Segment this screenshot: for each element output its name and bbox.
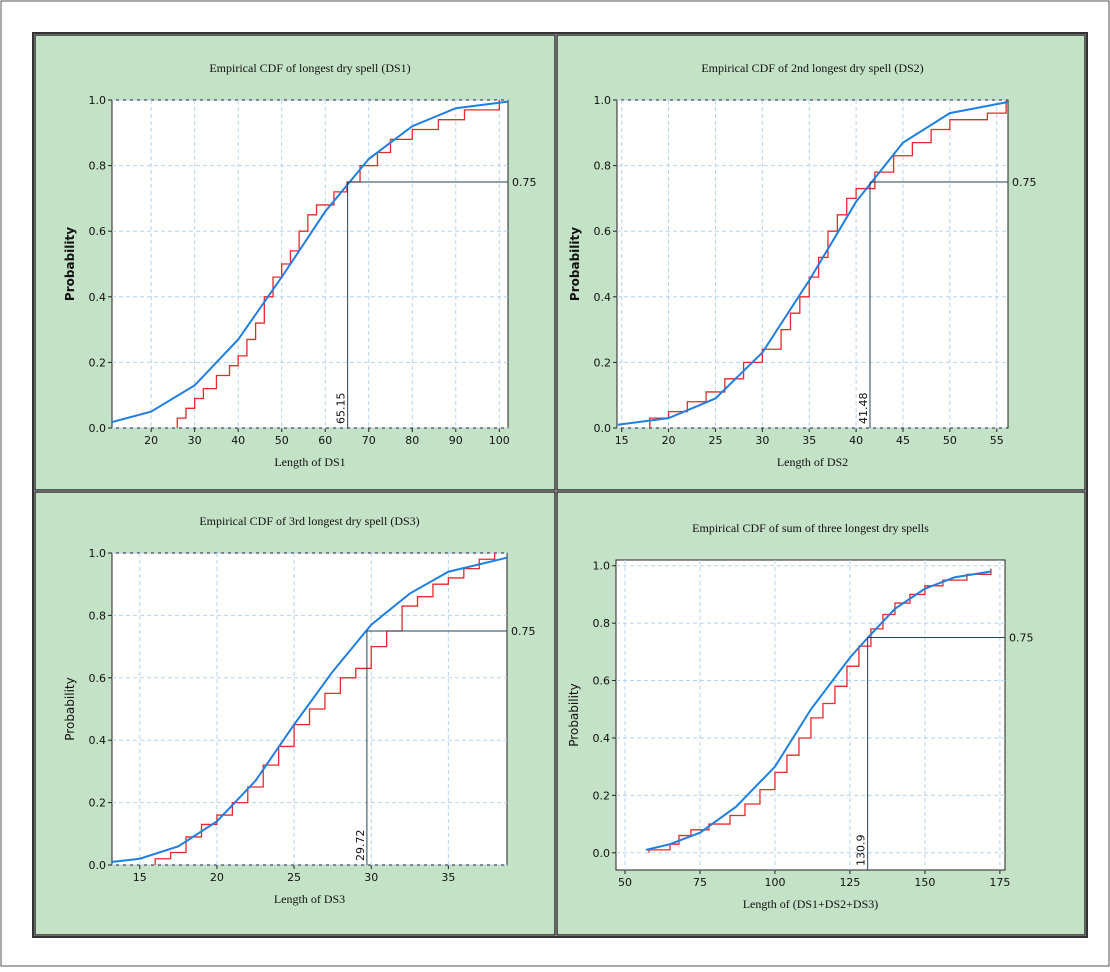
- reference-x-label: 29.72: [354, 830, 367, 862]
- chart-title: Empirical CDF of sum of three longest dr…: [692, 521, 929, 535]
- x-tick-label: 75: [693, 876, 707, 889]
- x-tick-label: 100: [764, 876, 785, 889]
- y-tick-label: 0.8: [593, 617, 611, 630]
- y-axis-label: Probability: [567, 683, 581, 746]
- x-tick-label: 60: [318, 434, 332, 447]
- x-tick-label: 20: [144, 434, 158, 447]
- x-tick-label: 125: [839, 876, 860, 889]
- y-tick-label: 0.4: [89, 291, 107, 304]
- y-tick-label: 0.2: [593, 789, 611, 802]
- figure-border: [32, 32, 1088, 938]
- cdf-line: [645, 570, 992, 851]
- y-tick-label: 0.6: [89, 225, 107, 238]
- x-tick-label: 30: [364, 871, 378, 884]
- reference-x-label: 130.9: [855, 835, 868, 867]
- x-tick-label: 25: [287, 871, 301, 884]
- x-tick-label: 40: [849, 434, 863, 447]
- x-tick-label: 45: [896, 434, 910, 447]
- x-tick-label: 100: [489, 434, 510, 447]
- y-tick-label: 0.0: [594, 422, 612, 435]
- x-tick-label: 40: [231, 434, 245, 447]
- chart-title: Empirical CDF of 2nd longest dry spell (…: [701, 61, 923, 75]
- y-axis-label: Probability: [63, 677, 77, 740]
- cdf-line: [154, 553, 496, 865]
- plot-area: [615, 559, 1006, 871]
- x-tick-label: 50: [275, 434, 289, 447]
- x-tick-label: 80: [405, 434, 419, 447]
- cdf-line: [649, 100, 1007, 428]
- y-tick-label: 0.8: [89, 160, 107, 173]
- y-tick-label: 0.6: [593, 675, 611, 688]
- x-tick-label: 35: [802, 434, 816, 447]
- plot-area: [616, 99, 1009, 429]
- x-tick-label: 30: [188, 434, 202, 447]
- y-tick-label: 1.0: [594, 94, 612, 107]
- x-tick-label: 35: [441, 871, 455, 884]
- cdf-line: [617, 100, 1009, 426]
- cdf-line: [111, 100, 509, 424]
- y-tick-label: 0.0: [89, 422, 107, 435]
- y-tick-label: 0.4: [89, 734, 107, 747]
- reference-y-label: 0.75: [512, 176, 537, 189]
- y-tick-label: 0.6: [89, 672, 107, 685]
- y-tick-label: 0.0: [593, 847, 611, 860]
- x-axis-label: Length of DS1: [274, 455, 345, 469]
- x-tick-label: 20: [662, 434, 676, 447]
- y-tick-label: 0.2: [89, 797, 107, 810]
- x-tick-label: 70: [362, 434, 376, 447]
- y-tick-label: 1.0: [89, 94, 107, 107]
- x-tick-label: 55: [990, 434, 1004, 447]
- y-tick-label: 0.2: [594, 356, 612, 369]
- x-axis-label: Length of DS3: [274, 892, 345, 906]
- x-axis-label: Length of (DS1+DS2+DS3): [743, 897, 879, 911]
- cdf-line: [111, 556, 508, 863]
- y-tick-label: 0.8: [594, 160, 612, 173]
- y-tick-label: 1.0: [593, 560, 611, 573]
- y-tick-label: 0.2: [89, 356, 107, 369]
- chart-title: Empirical CDF of longest dry spell (DS1): [209, 61, 410, 75]
- y-tick-label: 0.6: [594, 225, 612, 238]
- reference-x-label: 65.15: [335, 393, 348, 425]
- x-tick-label: 15: [133, 871, 147, 884]
- chart-title: Empirical CDF of 3rd longest dry spell (…: [199, 514, 419, 528]
- plot-area: [111, 99, 509, 429]
- x-tick-label: 25: [708, 434, 722, 447]
- reference-x-label: 41.48: [857, 393, 870, 425]
- x-axis-label: Length of DS2: [777, 455, 848, 469]
- y-tick-label: 0.0: [89, 859, 107, 872]
- cdf-line: [648, 568, 992, 853]
- x-tick-label: 175: [989, 876, 1010, 889]
- y-axis-label: Probability: [63, 227, 77, 301]
- x-tick-label: 15: [615, 434, 629, 447]
- reference-y-label: 0.75: [1009, 632, 1034, 645]
- x-tick-label: 90: [449, 434, 463, 447]
- y-tick-label: 0.4: [593, 732, 611, 745]
- x-tick-label: 30: [755, 434, 769, 447]
- reference-y-label: 0.75: [1012, 176, 1037, 189]
- x-tick-label: 50: [943, 434, 957, 447]
- x-tick-label: 50: [618, 876, 632, 889]
- x-tick-label: 150: [914, 876, 935, 889]
- y-tick-label: 0.4: [594, 291, 612, 304]
- y-tick-label: 1.0: [89, 547, 107, 560]
- reference-y-label: 0.75: [511, 625, 536, 638]
- y-tick-label: 0.8: [89, 609, 107, 622]
- y-axis-label: Probability: [568, 227, 582, 301]
- x-tick-label: 20: [210, 871, 224, 884]
